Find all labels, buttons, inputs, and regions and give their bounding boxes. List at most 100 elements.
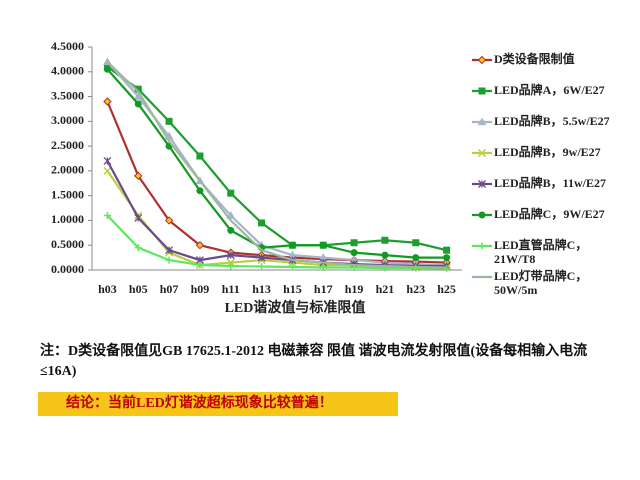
marker	[478, 180, 486, 188]
marker	[196, 261, 204, 269]
legend-label: LED品牌B，5.5w/E27	[494, 114, 610, 128]
marker	[134, 244, 142, 252]
marker	[412, 254, 420, 262]
marker	[164, 216, 174, 225]
marker	[288, 241, 296, 249]
y-tick-label: 1.0000	[51, 212, 84, 226]
x-tick-label: h13	[252, 282, 271, 296]
series-line	[106, 214, 447, 270]
y-tick-label: 2.5000	[51, 138, 84, 152]
legend-item: D类设备限制值	[470, 52, 620, 83]
marker	[103, 65, 111, 73]
x-tick-label: h21	[376, 282, 395, 296]
legend-item: LED品牌A，6W/E27	[470, 83, 620, 114]
legend-swatch	[472, 242, 492, 250]
x-tick-label: h07	[160, 282, 179, 296]
legend-item: LED品牌B，9w/E27	[470, 145, 620, 176]
conclusion: 结论：当前LED灯谐波超标现象比较普遍！	[38, 392, 398, 416]
y-tick-label: 2.0000	[51, 163, 84, 177]
marker	[288, 263, 296, 271]
x-tick-label: h03	[98, 282, 117, 296]
marker	[103, 97, 112, 106]
legend-item: LED品牌B，11w/E27	[470, 176, 620, 207]
marker	[477, 148, 487, 158]
marker	[258, 263, 266, 271]
legend-label: LED灯带品牌C，50W/5m	[494, 269, 588, 297]
legend-item: LED灯带品牌C，50W/5m	[470, 269, 620, 300]
legend-swatch	[472, 275, 492, 279]
marker	[478, 211, 486, 219]
legend-label: LED直管品牌C，21W/T8	[494, 238, 588, 266]
marker	[477, 117, 487, 126]
marker	[165, 117, 173, 125]
marker	[103, 166, 112, 175]
marker	[412, 239, 420, 247]
marker	[478, 87, 486, 95]
x-tick-label: h17	[314, 282, 333, 296]
marker	[227, 226, 235, 234]
legend-item: LED品牌B，5.5w/E27	[470, 114, 620, 145]
series-line	[106, 61, 447, 267]
x-tick-label: h23	[406, 282, 425, 296]
y-tick-label: 1.5000	[51, 187, 84, 201]
legend-label: D类设备限制值	[494, 52, 575, 66]
y-tick-label: 4.5000	[51, 39, 84, 53]
marker	[195, 241, 205, 250]
x-tick-label: h05	[129, 282, 148, 296]
legend-label: LED品牌C，9W/E27	[494, 207, 605, 221]
legend-swatch	[472, 148, 492, 158]
note: 注：D类设备限值见GB 17625.1-2012 电磁兼容 限值 谐波电流发射限…	[40, 344, 588, 379]
legend-label: LED品牌B，11w/E27	[494, 176, 607, 190]
legend: D类设备限制值 LED品牌A，6W/E27 LED品牌B，5.5w/E27 LED品牌…	[470, 52, 620, 300]
y-tick-label: 3.0000	[51, 113, 84, 127]
marker	[196, 152, 204, 160]
marker	[258, 219, 266, 227]
marker	[226, 251, 235, 260]
x-tick-label: h19	[345, 282, 364, 296]
marker	[165, 256, 173, 264]
legend-swatch	[472, 117, 492, 126]
marker	[381, 251, 389, 259]
marker	[134, 85, 142, 93]
marker	[134, 214, 143, 222]
chart: LED谐波值与标准限值 0.0000 0.5000 1.0000 1.5000 2.00…	[51, 39, 462, 316]
series-line	[106, 101, 447, 264]
marker	[350, 239, 358, 247]
x-tick-label: h09	[191, 282, 210, 296]
y-tick-label: 0.0000	[51, 262, 84, 276]
legend-swatch	[472, 211, 492, 219]
marker	[478, 242, 486, 250]
marker	[477, 55, 487, 65]
marker	[103, 157, 112, 165]
legend-swatch	[472, 87, 492, 95]
y-tick-label: 4.0000	[51, 64, 84, 78]
legend-label: LED品牌B，9w/E27	[494, 145, 601, 159]
y-tick-label: 0.5000	[51, 237, 84, 251]
marker	[227, 262, 235, 270]
series-line	[106, 68, 447, 259]
y-tick-label: 3.5000	[51, 88, 84, 102]
series-line	[106, 61, 447, 269]
x-axis-title: LED谐波值与标准限值	[225, 299, 366, 316]
marker	[443, 254, 451, 262]
legend-swatch	[472, 180, 492, 188]
marker	[443, 246, 451, 254]
marker	[319, 264, 327, 272]
x-tick-label: h15	[283, 282, 302, 296]
legend-swatch	[472, 55, 492, 65]
marker	[350, 249, 358, 257]
legend-item: LED直管品牌C，21W/T8	[470, 238, 620, 269]
legend-item: LED品牌C，9W/E27	[470, 207, 620, 238]
legend-label: LED品牌A，6W/E27	[494, 83, 605, 97]
marker	[319, 241, 327, 249]
marker	[103, 211, 111, 219]
series-line	[106, 65, 447, 252]
marker	[134, 171, 143, 181]
series-line	[106, 170, 447, 269]
x-tick-label: h25	[437, 282, 456, 296]
marker	[134, 100, 142, 108]
marker	[196, 187, 204, 195]
x-tick-label: h11	[222, 282, 240, 296]
marker	[257, 253, 266, 262]
